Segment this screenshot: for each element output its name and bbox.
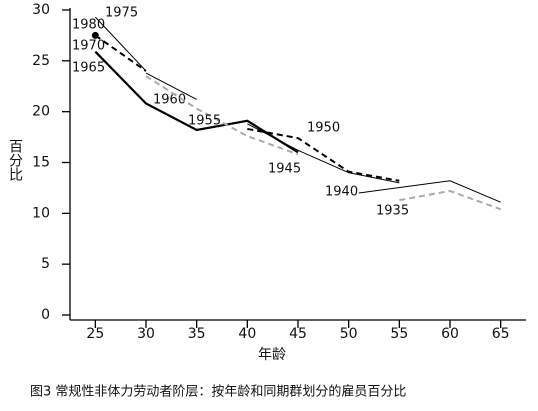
line [247,127,400,182]
line [94,16,147,72]
series-label: 1940 [325,185,358,200]
y-tick-label: 25 [32,53,50,69]
x-axis-label: 年龄 [258,347,286,363]
x-tick-label: 50 [340,326,358,342]
x-tick-label: 35 [188,326,206,342]
y-tick-label: 5 [41,256,50,272]
y-axis-label: 百分比 [7,139,23,181]
line [94,50,299,154]
line [358,180,501,203]
x-tick-label: 30 [137,326,155,342]
series-label: 1960 [153,93,186,108]
series-label: 1975 [105,6,138,21]
y-tick-label: 20 [32,104,50,120]
line [145,75,299,156]
series-label: 1965 [72,61,105,76]
y-tick-label: 15 [32,155,50,171]
x-tick-label: 55 [390,326,408,342]
line [94,34,147,72]
series-label: 1980 [72,18,105,33]
x-tick-label: 40 [238,326,256,342]
line [145,72,197,100]
y-tick-label: 30 [32,2,50,18]
series-label: 1950 [307,121,340,136]
series-label: 1970 [72,39,105,54]
caption: 图3 常规性非体力劳动者阶层：按年龄和同期群划分的雇员百分比 [30,384,406,400]
x-tick-label: 25 [86,326,104,342]
y-tick-label: 10 [32,205,50,221]
series-label: 1955 [188,114,221,129]
line [399,189,502,211]
x-tick-label: 45 [289,326,307,342]
line [247,123,400,184]
series-label: 1945 [268,162,301,177]
y-tick-label: 0 [41,307,50,323]
x-tick-label: 65 [492,326,510,342]
x-tick-label: 60 [441,326,459,342]
series-label: 1935 [376,204,409,219]
